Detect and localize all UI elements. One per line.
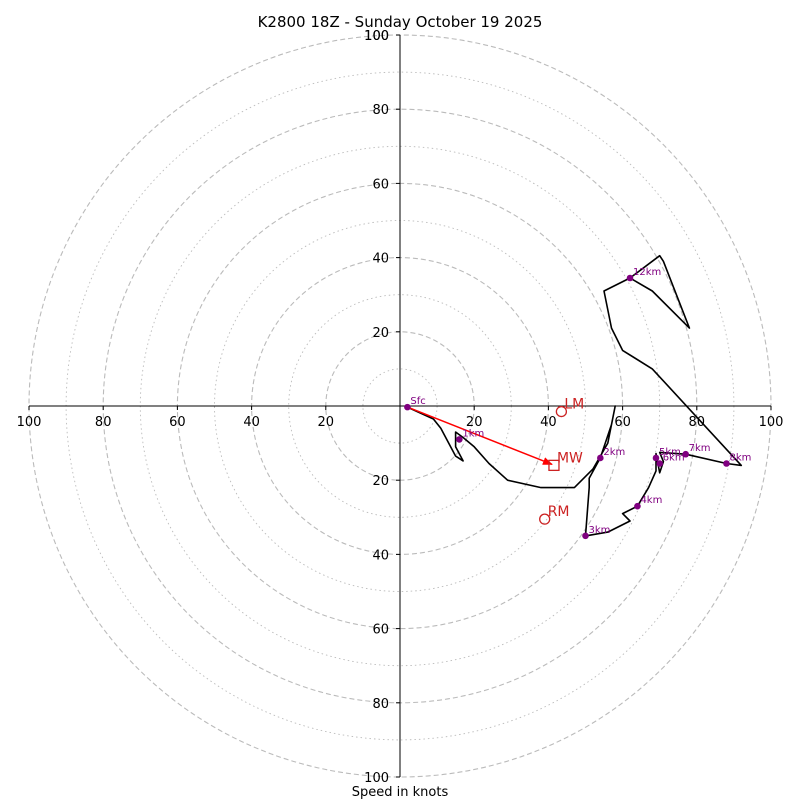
- height-marker-3km: [582, 532, 589, 540]
- rm-label: RM: [548, 504, 570, 520]
- height-label-8km: 8km: [729, 453, 751, 464]
- height-label-3km: 3km: [589, 525, 611, 536]
- x-tick-label: 40: [243, 415, 260, 430]
- y-tick-label: 20: [372, 326, 389, 341]
- x-tick-label: 80: [689, 415, 706, 430]
- height-label-1km: 1km: [462, 428, 484, 439]
- x-tick-label: 20: [466, 415, 483, 430]
- x-tick-label: 80: [95, 415, 112, 430]
- y-tick-label: 80: [372, 103, 389, 118]
- lm-label: LM: [564, 397, 584, 413]
- wind-trace-line: [407, 254, 743, 537]
- height-label-5km: 5km: [659, 447, 681, 458]
- height-marker-12km: [626, 274, 634, 282]
- x-tick-label: 100: [759, 415, 784, 430]
- height-label-2km: 2km: [603, 447, 625, 458]
- height-label-sfc: Sfc: [410, 396, 425, 407]
- y-tick-label: 40: [372, 548, 389, 563]
- height-label-6km: 6km: [663, 453, 685, 464]
- lm-marker: [555, 405, 568, 418]
- x-tick-label: 20: [318, 415, 335, 430]
- height-marker-8km: [723, 460, 730, 467]
- x-tick-label: 60: [614, 415, 631, 430]
- y-tick-label: 40: [372, 252, 389, 267]
- y-tick-label: 60: [372, 623, 389, 638]
- chart-title: K2800 18Z - Sunday October 19 2025: [258, 13, 543, 31]
- height-marker-sfc: [404, 403, 411, 411]
- height-marker-5km: [652, 454, 660, 462]
- mw-label: MW: [557, 450, 583, 466]
- y-tick-label: 100: [364, 29, 389, 44]
- storm-motions: LM MW RM: [407, 397, 584, 525]
- height-marker-2km: [597, 454, 604, 462]
- height-label-7km: 7km: [689, 443, 711, 454]
- height-marker-1km: [456, 436, 463, 443]
- height-label-4km: 4km: [640, 495, 662, 506]
- height-marker-6km: [656, 460, 663, 467]
- wind-trace: [407, 254, 743, 537]
- y-tick-label: 60: [372, 177, 389, 192]
- mw-marker: [548, 459, 560, 472]
- y-tick-label: 80: [372, 697, 389, 712]
- x-axis-label: Speed in knots: [352, 785, 449, 800]
- x-tick-label: 100: [17, 415, 42, 430]
- axes: 100 100 80 80 60 60 40 40 20 20 20 20 40 40 60 60 80 80 10…: [17, 29, 784, 786]
- y-tick-label: 100: [364, 771, 389, 786]
- y-tick-label: 20: [372, 474, 389, 489]
- shear-arrow: [407, 406, 553, 466]
- rm-marker: [539, 513, 551, 525]
- height-marker-7km: [682, 450, 689, 458]
- x-tick-label: 40: [540, 415, 557, 430]
- height-marker-4km: [634, 502, 641, 510]
- y-tick-label: 100: [364, 29, 389, 44]
- x-tick-label: 60: [169, 415, 186, 430]
- height-label-12km: 12km: [633, 267, 661, 278]
